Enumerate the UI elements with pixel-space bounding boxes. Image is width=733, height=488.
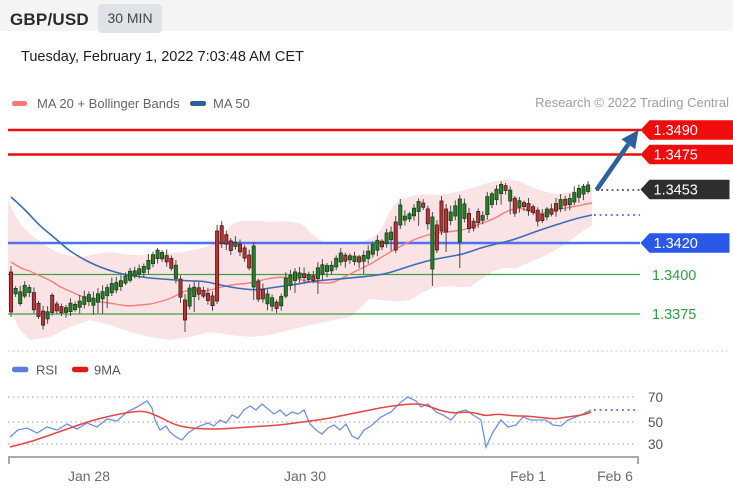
- svg-text:1.3400: 1.3400: [652, 268, 696, 284]
- svg-text:RSI: RSI: [36, 363, 58, 378]
- svg-text:30: 30: [648, 437, 663, 452]
- svg-text:70: 70: [648, 390, 663, 405]
- svg-text:Feb 1: Feb 1: [510, 468, 546, 484]
- svg-text:50: 50: [648, 415, 663, 430]
- svg-text:Jan 30: Jan 30: [284, 468, 326, 484]
- svg-text:Feb 6: Feb 6: [597, 468, 633, 484]
- svg-text:1.3375: 1.3375: [652, 307, 696, 323]
- svg-text:1.3420: 1.3420: [654, 236, 698, 252]
- svg-text:1.3475: 1.3475: [654, 148, 698, 164]
- svg-text:9MA: 9MA: [94, 363, 121, 378]
- svg-text:Jan 28: Jan 28: [68, 468, 110, 484]
- svg-text:1.3490: 1.3490: [654, 123, 698, 139]
- svg-text:1.3453: 1.3453: [654, 183, 698, 199]
